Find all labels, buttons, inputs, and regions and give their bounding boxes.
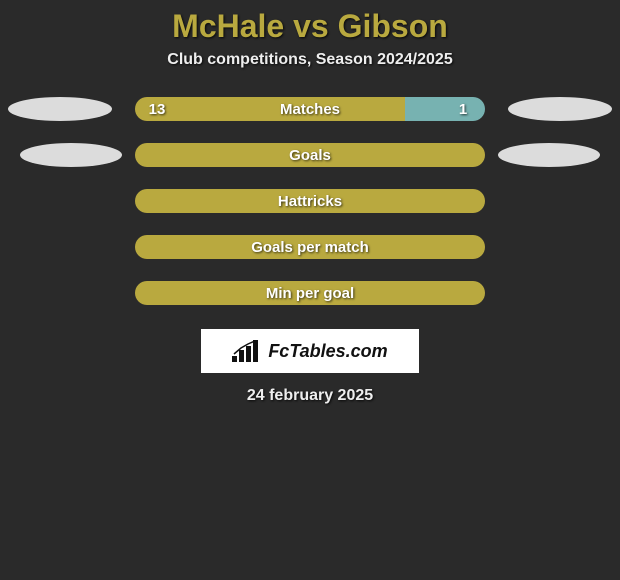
fctables-icon	[232, 340, 262, 362]
stat-label: Min per goal	[135, 281, 485, 305]
logo-box: FcTables.com	[201, 329, 419, 373]
value-b: 1	[441, 97, 485, 121]
stat-row: Hattricks	[0, 189, 620, 213]
logo-text: FcTables.com	[268, 341, 387, 362]
ellipse-right	[508, 97, 612, 121]
logo: FcTables.com	[232, 340, 387, 362]
page-subtitle: Club competitions, Season 2024/2025	[0, 51, 620, 69]
page-title: McHale vs Gibson	[0, 8, 620, 45]
date-label: 24 february 2025	[0, 387, 620, 405]
stat-bar: Goals	[135, 143, 485, 167]
stat-row: 13Matches1	[0, 97, 620, 121]
stat-label: Hattricks	[135, 189, 485, 213]
ellipse-right	[498, 143, 600, 167]
stat-label: Goals per match	[135, 235, 485, 259]
ellipse-left	[8, 97, 112, 121]
stat-row: Goals	[0, 143, 620, 167]
comparison-widget: McHale vs Gibson Club competitions, Seas…	[0, 0, 620, 405]
stat-label: Goals	[135, 143, 485, 167]
stat-bar: Hattricks	[135, 189, 485, 213]
stat-label: Matches	[135, 97, 485, 121]
stat-rows: 13Matches1 Goals Hattricks Goals per match M…	[0, 97, 620, 305]
stat-bar: 13Matches1	[135, 97, 485, 121]
stat-row: Min per goal	[0, 281, 620, 305]
stat-bar: Min per goal	[135, 281, 485, 305]
ellipse-left	[20, 143, 122, 167]
stat-row: Goals per match	[0, 235, 620, 259]
stat-bar: Goals per match	[135, 235, 485, 259]
